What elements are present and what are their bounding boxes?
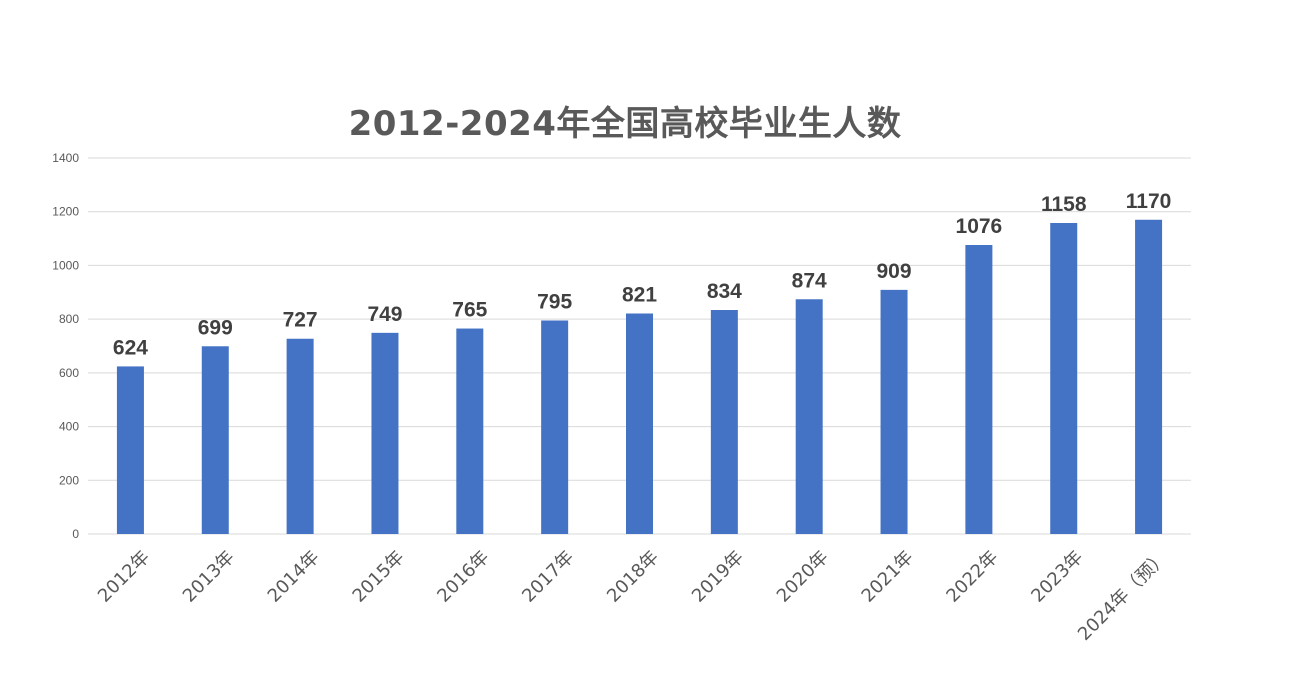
data-label: 834: [707, 280, 742, 303]
bar: [371, 332, 399, 534]
y-tick-label: 400: [59, 420, 79, 434]
bar: [201, 346, 229, 534]
bar: [795, 299, 823, 534]
bar: [286, 338, 314, 534]
y-tick-label: 1400: [52, 151, 79, 165]
x-category-label: 2019年: [688, 547, 748, 607]
bar: [626, 313, 653, 534]
bar: [1135, 219, 1163, 534]
data-label: 624: [113, 336, 148, 359]
x-category-label: 2024年（预）: [1074, 547, 1172, 645]
chart-title: 2012-2024年全国高校毕业生人数: [348, 104, 902, 144]
data-label: 909: [877, 260, 912, 283]
y-tick-label: 800: [59, 312, 79, 326]
bar: [710, 310, 738, 534]
data-label: 727: [283, 309, 318, 332]
y-tick-label: 0: [72, 527, 79, 541]
bar: [456, 328, 484, 534]
data-label: 1158: [1041, 193, 1087, 216]
x-category-label: 2014年: [264, 547, 324, 607]
x-category-label: 2020年: [773, 547, 833, 607]
data-labels: 624 699 727 749 765 795 821 834 874 909 1076 1158 11…: [113, 190, 1171, 360]
y-tick-label: 1200: [52, 205, 79, 219]
x-category-label: 2012年: [94, 547, 154, 607]
x-category-label: 2013年: [179, 547, 239, 607]
bar: [116, 366, 144, 534]
bar: [880, 289, 908, 534]
bars: [116, 219, 1163, 534]
x-axis-categories: 2012年 2013年 2014年 2015年 2016年 2017年 2018年 2019年…: [94, 547, 1172, 645]
data-label: 795: [537, 290, 572, 313]
y-tick-label: 200: [59, 473, 79, 487]
x-category-label: 2016年: [433, 547, 493, 607]
y-axis-ticks: 0 200 400 600 800 1000 1200 1400: [52, 151, 79, 541]
data-label: 874: [792, 269, 827, 292]
x-category-label: 2023年: [1027, 547, 1087, 607]
data-label: 749: [367, 303, 402, 326]
x-category-label: 2015年: [349, 547, 409, 607]
data-label: 765: [452, 299, 487, 322]
data-label: 699: [198, 316, 233, 339]
data-label: 1170: [1126, 190, 1172, 213]
data-label: 1076: [956, 215, 1003, 238]
data-label: 821: [622, 284, 657, 307]
x-category-label: 2017年: [518, 547, 578, 607]
x-category-label: 2022年: [942, 547, 1002, 607]
y-tick-label: 600: [59, 366, 79, 380]
bar: [1050, 222, 1078, 534]
x-category-label: 2021年: [858, 547, 918, 607]
bar: [965, 245, 993, 534]
x-category-label: 2018年: [603, 547, 663, 607]
bar: [541, 320, 569, 534]
y-tick-label: 1000: [52, 258, 79, 272]
